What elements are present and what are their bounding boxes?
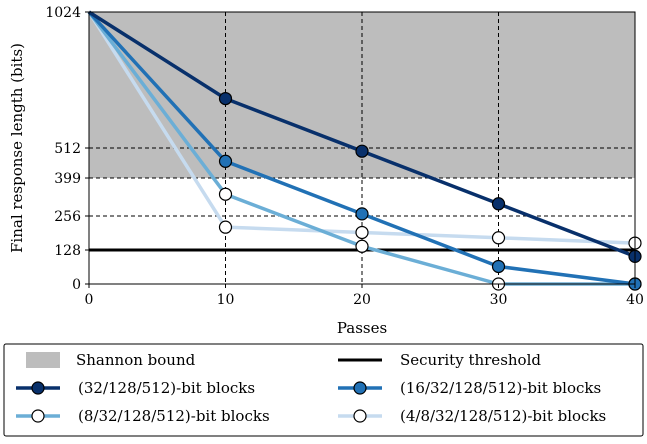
- data-point: [491, 197, 506, 211]
- data-point: [218, 220, 233, 234]
- legend-series-marker: [353, 381, 367, 395]
- x-axis-title: Passes: [337, 319, 387, 337]
- y-tick-label: 512: [54, 141, 81, 157]
- legend-shannon-swatch: [26, 352, 60, 368]
- data-point: [355, 225, 369, 240]
- data-point: [355, 239, 369, 253]
- y-tick-label: 0: [72, 277, 81, 293]
- legend-series-marker: [353, 409, 367, 423]
- legend-box: [3, 343, 644, 437]
- x-tick-label: 0: [85, 292, 94, 308]
- legend-series-label: (32/128/512)-bit blocks: [78, 379, 255, 397]
- legend-label-shannon-bound: Shannon bound: [76, 351, 196, 369]
- x-tick-label: 30: [490, 292, 508, 308]
- y-axis-ticks: 0 128 256 399 512 1024: [45, 5, 89, 293]
- legend-series-label: (8/32/128/512)-bit blocks: [78, 407, 270, 425]
- y-axis-title: Final response length (bits): [8, 43, 26, 253]
- legend-series-label: (16/32/128/512)-bit blocks: [400, 379, 601, 397]
- legend-series: (32/128/512)-bit blocks (16/32/128/512)-b…: [16, 379, 606, 425]
- y-tick-label: 399: [54, 171, 81, 187]
- data-point: [491, 259, 506, 274]
- legend-label-security-threshold: Security threshold: [400, 351, 541, 369]
- legend-series-marker: [31, 381, 45, 395]
- data-point: [218, 154, 233, 168]
- x-axis-ticks: 0 10 20 30 40: [85, 284, 644, 308]
- data-point: [218, 187, 233, 201]
- x-tick-label: 10: [217, 292, 235, 308]
- y-tick-label: 1024: [45, 5, 81, 21]
- x-tick-label: 20: [353, 292, 371, 308]
- data-point: [218, 91, 233, 106]
- y-tick-label: 128: [54, 243, 81, 259]
- legend-series-marker: [31, 409, 45, 423]
- y-tick-label: 256: [54, 209, 81, 225]
- data-point: [355, 144, 369, 158]
- data-point: [355, 207, 369, 221]
- legend: Shannon bound Security threshold (32/128…: [3, 343, 644, 437]
- data-point: [491, 231, 506, 245]
- x-tick-label: 40: [626, 292, 644, 308]
- legend-series-label: (4/8/32/128/512)-bit blocks: [400, 407, 606, 425]
